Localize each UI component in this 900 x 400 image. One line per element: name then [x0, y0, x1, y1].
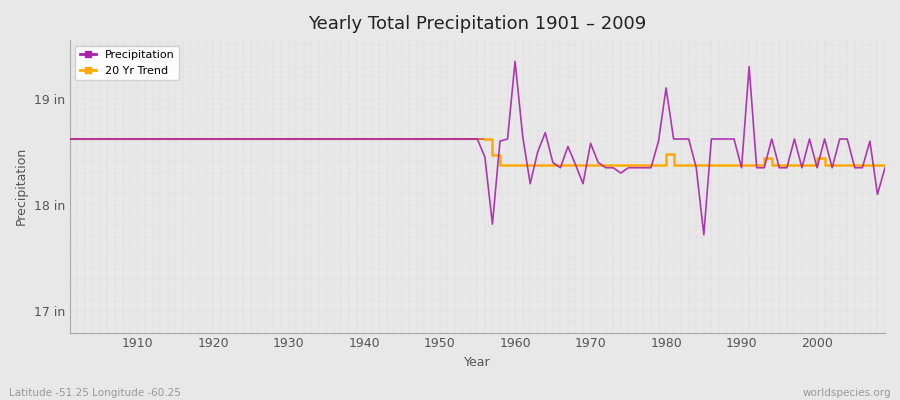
Y-axis label: Precipitation: Precipitation [15, 147, 28, 226]
Legend: Precipitation, 20 Yr Trend: Precipitation, 20 Yr Trend [76, 46, 179, 80]
X-axis label: Year: Year [464, 356, 491, 369]
Text: worldspecies.org: worldspecies.org [803, 388, 891, 398]
Title: Yearly Total Precipitation 1901 – 2009: Yearly Total Precipitation 1901 – 2009 [308, 15, 646, 33]
Text: Latitude -51.25 Longitude -60.25: Latitude -51.25 Longitude -60.25 [9, 388, 181, 398]
